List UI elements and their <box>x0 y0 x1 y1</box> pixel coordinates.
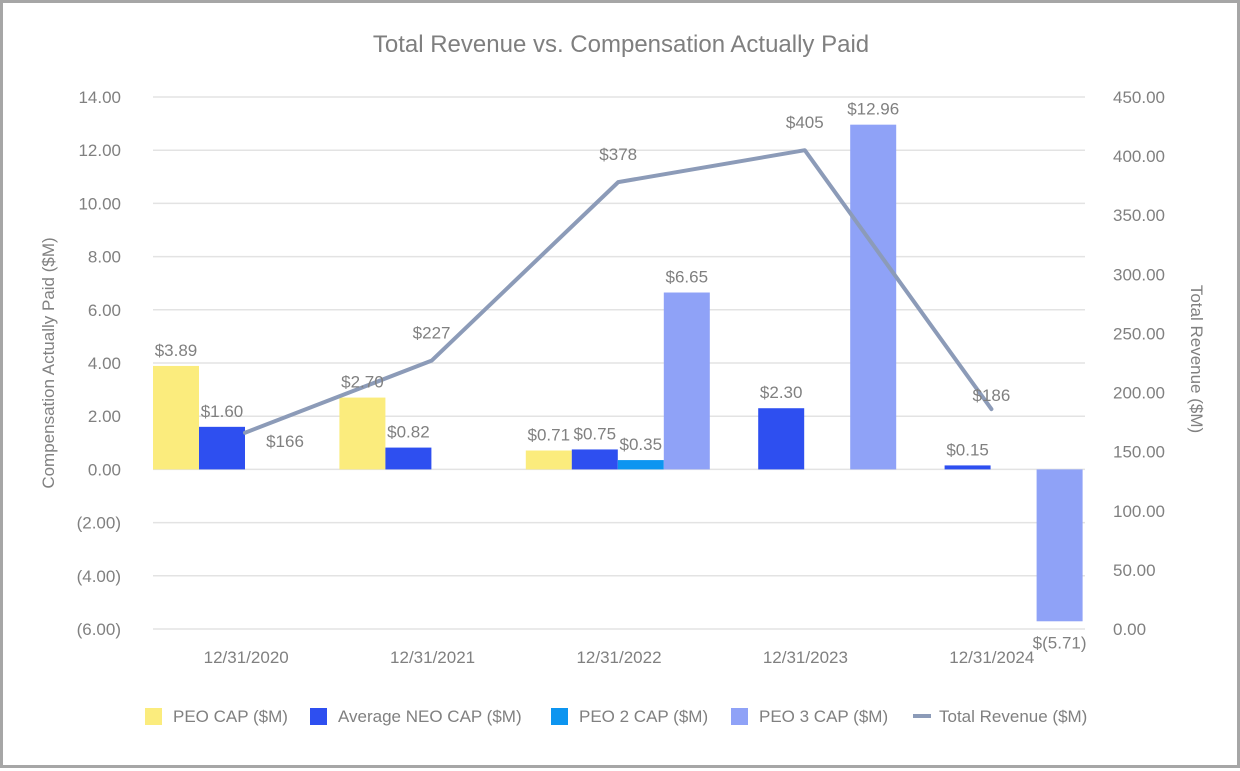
legend-label: PEO 2 CAP ($M) <box>579 707 708 726</box>
y-tick-label: 10.00 <box>78 194 121 213</box>
bar-data-label: $0.71 <box>528 426 571 445</box>
y2-tick-label: 100.00 <box>1113 502 1165 521</box>
y2-tick-label: 300.00 <box>1113 265 1165 284</box>
y-tick-label: 0.00 <box>88 460 121 479</box>
bar-data-label: $12.96 <box>847 100 899 119</box>
bar <box>850 124 897 470</box>
revenue-line-path <box>243 148 994 435</box>
bar-data-label: $2.30 <box>760 383 803 402</box>
bar <box>199 426 245 470</box>
bar <box>944 465 991 470</box>
legend-label: PEO CAP ($M) <box>173 707 288 726</box>
legend-swatch <box>310 708 327 725</box>
bar-data-label: $0.35 <box>620 435 663 454</box>
bar-data-label: $(5.71) <box>1033 633 1087 652</box>
bar <box>1036 469 1083 622</box>
axes: 14.00 12.00 10.00 8.00 6.00 4.00 2.00 0.00 (2.00… <box>77 88 1165 667</box>
legend-swatch <box>551 708 568 725</box>
bar-data-label: $0.75 <box>574 424 617 443</box>
y2-tick-label: 150.00 <box>1113 443 1165 462</box>
bar-data-label: $2.70 <box>341 373 384 392</box>
bar <box>758 408 805 470</box>
bar <box>339 397 386 470</box>
bar-data-label: $0.15 <box>946 440 989 459</box>
bar <box>385 447 432 470</box>
y2-tick-label: 450.00 <box>1113 88 1165 107</box>
y2-tick-label: 50.00 <box>1113 561 1156 580</box>
y-axis-label: Compensation Actually Paid ($M) <box>39 237 58 488</box>
line-data-label: $186 <box>972 386 1010 405</box>
revenue-line <box>243 148 994 435</box>
y-tick-label: 8.00 <box>88 248 121 267</box>
y-tick-label: (2.00) <box>77 514 121 533</box>
bar-data-label: $1.60 <box>201 402 244 421</box>
bar <box>663 292 710 470</box>
legend-label: Total Revenue ($M) <box>939 707 1087 726</box>
line-data-label: $227 <box>413 324 451 343</box>
y-tick-label: 6.00 <box>88 301 121 320</box>
y2-tick-label: 250.00 <box>1113 324 1165 343</box>
legend-label: Average NEO CAP ($M) <box>338 707 522 726</box>
bar <box>153 365 199 470</box>
line-data-label: $166 <box>266 432 304 451</box>
bar <box>571 449 618 470</box>
bar-data-label: $0.82 <box>387 423 430 442</box>
y-tick-label: 4.00 <box>88 354 121 373</box>
x-tick-label: 12/31/2024 <box>949 648 1034 667</box>
legend-swatch <box>731 708 748 725</box>
data-labels: $3.89 $2.70 $0.71 $1.60 $0.82 $0.75 $2.30 $0.15… <box>155 100 1087 653</box>
y2-tick-label: 0.00 <box>1113 620 1146 639</box>
y-tick-label: (4.00) <box>77 567 121 586</box>
y-tick-label: 2.00 <box>88 407 121 426</box>
line-data-label: $405 <box>786 113 824 132</box>
line-data-label: $378 <box>599 145 637 164</box>
bar-data-label: $3.89 <box>155 341 198 360</box>
chart-title: Total Revenue vs. Compensation Actually … <box>373 31 869 58</box>
x-tick-label: 12/31/2020 <box>204 648 289 667</box>
y2-tick-label: 200.00 <box>1113 384 1165 403</box>
y-tick-label: 14.00 <box>78 88 121 107</box>
legend-swatch <box>145 708 162 725</box>
y2-tick-label: 350.00 <box>1113 206 1165 225</box>
y2-tick-label: 400.00 <box>1113 147 1165 166</box>
chart: Total Revenue vs. Compensation Actually … <box>39 31 1206 726</box>
legend-label: PEO 3 CAP ($M) <box>759 707 888 726</box>
x-tick-label: 12/31/2023 <box>763 648 848 667</box>
bar <box>525 450 572 470</box>
bars <box>153 124 1083 622</box>
x-tick-label: 12/31/2021 <box>390 648 475 667</box>
x-tick-label: 12/31/2022 <box>576 648 661 667</box>
bar <box>617 460 664 470</box>
y2-axis-label: Total Revenue ($M) <box>1187 285 1206 433</box>
bar-data-label: $6.65 <box>666 268 709 287</box>
y-tick-label: 12.00 <box>78 141 121 160</box>
gridlines <box>153 96 1085 630</box>
legend: PEO CAP ($M) Average NEO CAP ($M) PEO 2 CA… <box>145 707 1087 726</box>
y-tick-label: (6.00) <box>77 620 121 639</box>
